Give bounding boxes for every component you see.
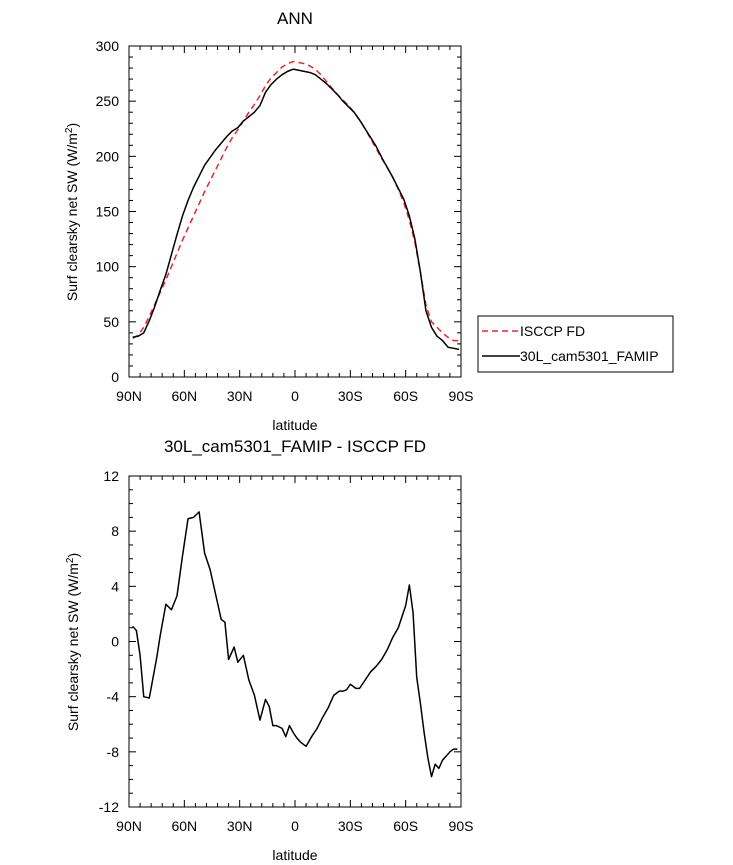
top-panel: ANN 90N 60N 30N 0 30S 60S 90S 0 50 100 150 200 250 3… [64,9,474,433]
bottom-chart-title: 30L_cam5301_FAMIP - ISCCP FD [164,437,426,456]
top-x-tick-labels: 90N 60N 30N 0 30S 60S 90S [116,388,473,404]
bottom-ticks [128,475,462,808]
legend: ISCCP FD 30L_cam5301_FAMIP [477,315,674,373]
x-tick-label: 90S [449,818,474,834]
x-tick-label: 60N [171,818,197,834]
isccp-fd-series-line [132,60,460,342]
top-chart-title: ANN [277,9,313,28]
top-y-axis-label: Surf clearsky net SW (W/m2) [64,123,81,301]
y-tick-label: 0 [111,369,119,385]
30l-cam5301-famip-series-line [132,68,460,351]
top-y-tick-labels: 0 50 100 150 200 250 300 [96,38,120,385]
bottom-x-tick-labels: 90N 60N 30N 0 30S 60S 90S [116,818,473,834]
y-tick-label: 50 [103,314,119,330]
y-tick-label: 8 [111,523,119,539]
top-series-lines [132,60,460,351]
legend-label-isccp: ISCCP FD [520,323,585,339]
y-tick-label: 300 [96,38,120,54]
x-tick-label: 30N [227,818,253,834]
top-plot-frame [128,45,462,378]
x-tick-label: 90N [116,388,142,404]
bottom-panel: 30L_cam5301_FAMIP - ISCCP FD 90N 60N 30N 0 3… [65,437,474,863]
top-x-axis-label: latitude [272,417,317,433]
difference-series-line [132,511,458,778]
y-tick-label: 150 [96,204,120,220]
y-tick-label: 250 [96,93,120,109]
y-tick-label: 12 [103,468,119,484]
legend-box [477,315,674,373]
top-ticks [128,45,462,378]
bottom-plot-frame [128,475,462,808]
y-tick-label: 100 [96,259,120,275]
y-tick-label: -4 [107,689,120,705]
bottom-series-lines [132,511,458,778]
y-tick-label: 0 [111,634,119,650]
x-tick-label: 0 [291,388,299,404]
y-tick-label: -8 [107,744,120,760]
y-tick-label: 4 [111,578,119,594]
x-tick-label: 30N [227,388,253,404]
y-tick-label: 200 [96,148,120,164]
x-tick-label: 30S [338,388,363,404]
x-tick-label: 60S [393,388,418,404]
x-tick-label: 90N [116,818,142,834]
bottom-y-axis-label: Surf clearsky net SW (W/m2) [65,553,82,731]
bottom-x-axis-label: latitude [272,847,317,863]
x-tick-label: 30S [338,818,363,834]
x-tick-label: 60N [171,388,197,404]
y-tick-label: -12 [99,799,119,815]
x-tick-label: 60S [393,818,418,834]
x-tick-label: 0 [291,818,299,834]
legend-label-famip: 30L_cam5301_FAMIP [520,348,659,364]
x-tick-label: 90S [449,388,474,404]
bottom-y-tick-labels: -12 -8 -4 0 4 8 12 [99,468,119,815]
